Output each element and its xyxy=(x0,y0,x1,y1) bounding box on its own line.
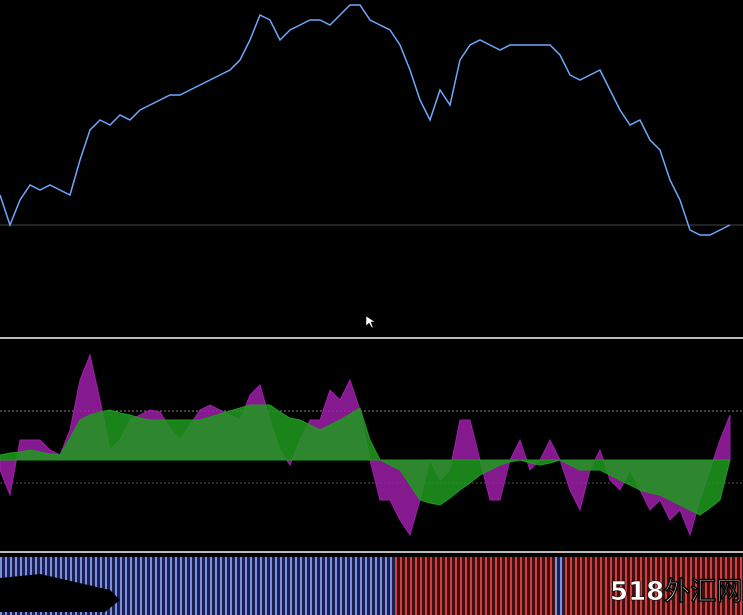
signal-strip xyxy=(555,557,563,615)
redaction xyxy=(0,574,120,612)
oscillator-area xyxy=(0,404,731,516)
signal-strip xyxy=(563,557,743,615)
mouse-cursor xyxy=(365,315,376,329)
signal-strip xyxy=(395,557,555,615)
price-line xyxy=(0,4,731,236)
oscillator-pane xyxy=(0,353,731,537)
watermark: 518外汇网 xyxy=(610,577,742,607)
